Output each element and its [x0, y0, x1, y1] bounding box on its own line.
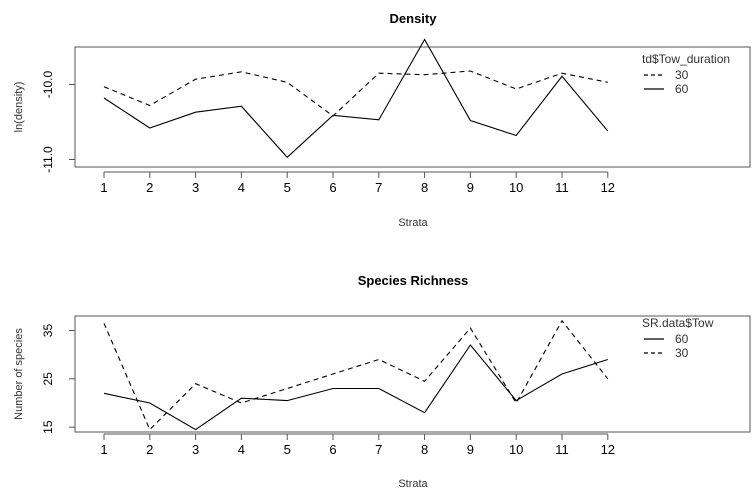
chart1-x-tick-label: 2 — [146, 180, 153, 195]
chart1-x-tick-label: 7 — [375, 180, 382, 195]
chart2-x-tick-label: 5 — [284, 442, 291, 457]
chart1-x-tick-label: 5 — [284, 180, 291, 195]
chart2-plot-frame — [74, 315, 751, 433]
chart2-x-tick-label: 11 — [555, 442, 569, 457]
chart2-x-tick-label: 12 — [601, 442, 615, 457]
chart2-x-tick-label: 6 — [329, 442, 336, 457]
chart1-y-tick-label: -11.0 — [41, 146, 55, 173]
chart2-x-tick-label: 8 — [421, 442, 428, 457]
chart2-y-tick-label: 35 — [41, 324, 55, 338]
chart1-x-tick-label: 8 — [421, 180, 428, 195]
chart2-title: Species Richness — [358, 273, 469, 288]
chart1-x-tick-label: 6 — [329, 180, 336, 195]
chart2-x-tick-label: 7 — [375, 442, 382, 457]
chart1-x-tick-label: 11 — [555, 180, 569, 195]
chart2-x-tick-label: 4 — [238, 442, 245, 457]
chart2-legend-label-60: 60 — [675, 332, 689, 346]
chart2-x-tick-label: 1 — [100, 442, 107, 457]
chart2-legend-label-30: 30 — [675, 346, 689, 360]
chart2-legend-title: SR.data$Tow — [642, 316, 714, 330]
chart2-x-tick-label: 9 — [467, 442, 474, 457]
chart2-y-tick-label: 15 — [41, 420, 55, 434]
chart1-x-tick-label: 3 — [192, 180, 199, 195]
chart2-x-tick-label: 10 — [509, 442, 523, 457]
chart1-legend-label-30: 30 — [675, 68, 689, 82]
chart1-title: Density — [390, 11, 438, 26]
chart1-legend-title: td$Tow_duration — [642, 52, 730, 66]
chart1-series-60-line — [103, 38, 609, 159]
chart1-x-tick-label: 1 — [100, 180, 107, 195]
chart1-plot-frame — [74, 46, 751, 168]
chart2-series-30-line — [103, 319, 609, 431]
chart1-x-tick-label: 10 — [509, 180, 523, 195]
chart1-x-axis-label: Strata — [398, 217, 428, 229]
chart1-x-tick-label: 12 — [601, 180, 615, 195]
chart2-y-axis-label: Number of species — [13, 328, 25, 420]
chart1-series-30-line — [103, 70, 608, 117]
chart2-y-tick-label: 25 — [41, 372, 55, 386]
chart2-series-60-line — [103, 344, 608, 431]
chart2-x-tick-label: 3 — [192, 442, 199, 457]
chart1-x-tick-label: 9 — [467, 180, 474, 195]
chart2-x-tick-label: 2 — [146, 442, 153, 457]
chart1-y-tick-label: -10.0 — [41, 71, 55, 99]
chart1-x-tick-label: 4 — [238, 180, 245, 195]
chart1-legend-label-60: 60 — [675, 82, 689, 96]
chart2-x-axis-label: Strata — [398, 478, 428, 490]
chart1-y-axis-label: ln(density) — [13, 82, 25, 133]
